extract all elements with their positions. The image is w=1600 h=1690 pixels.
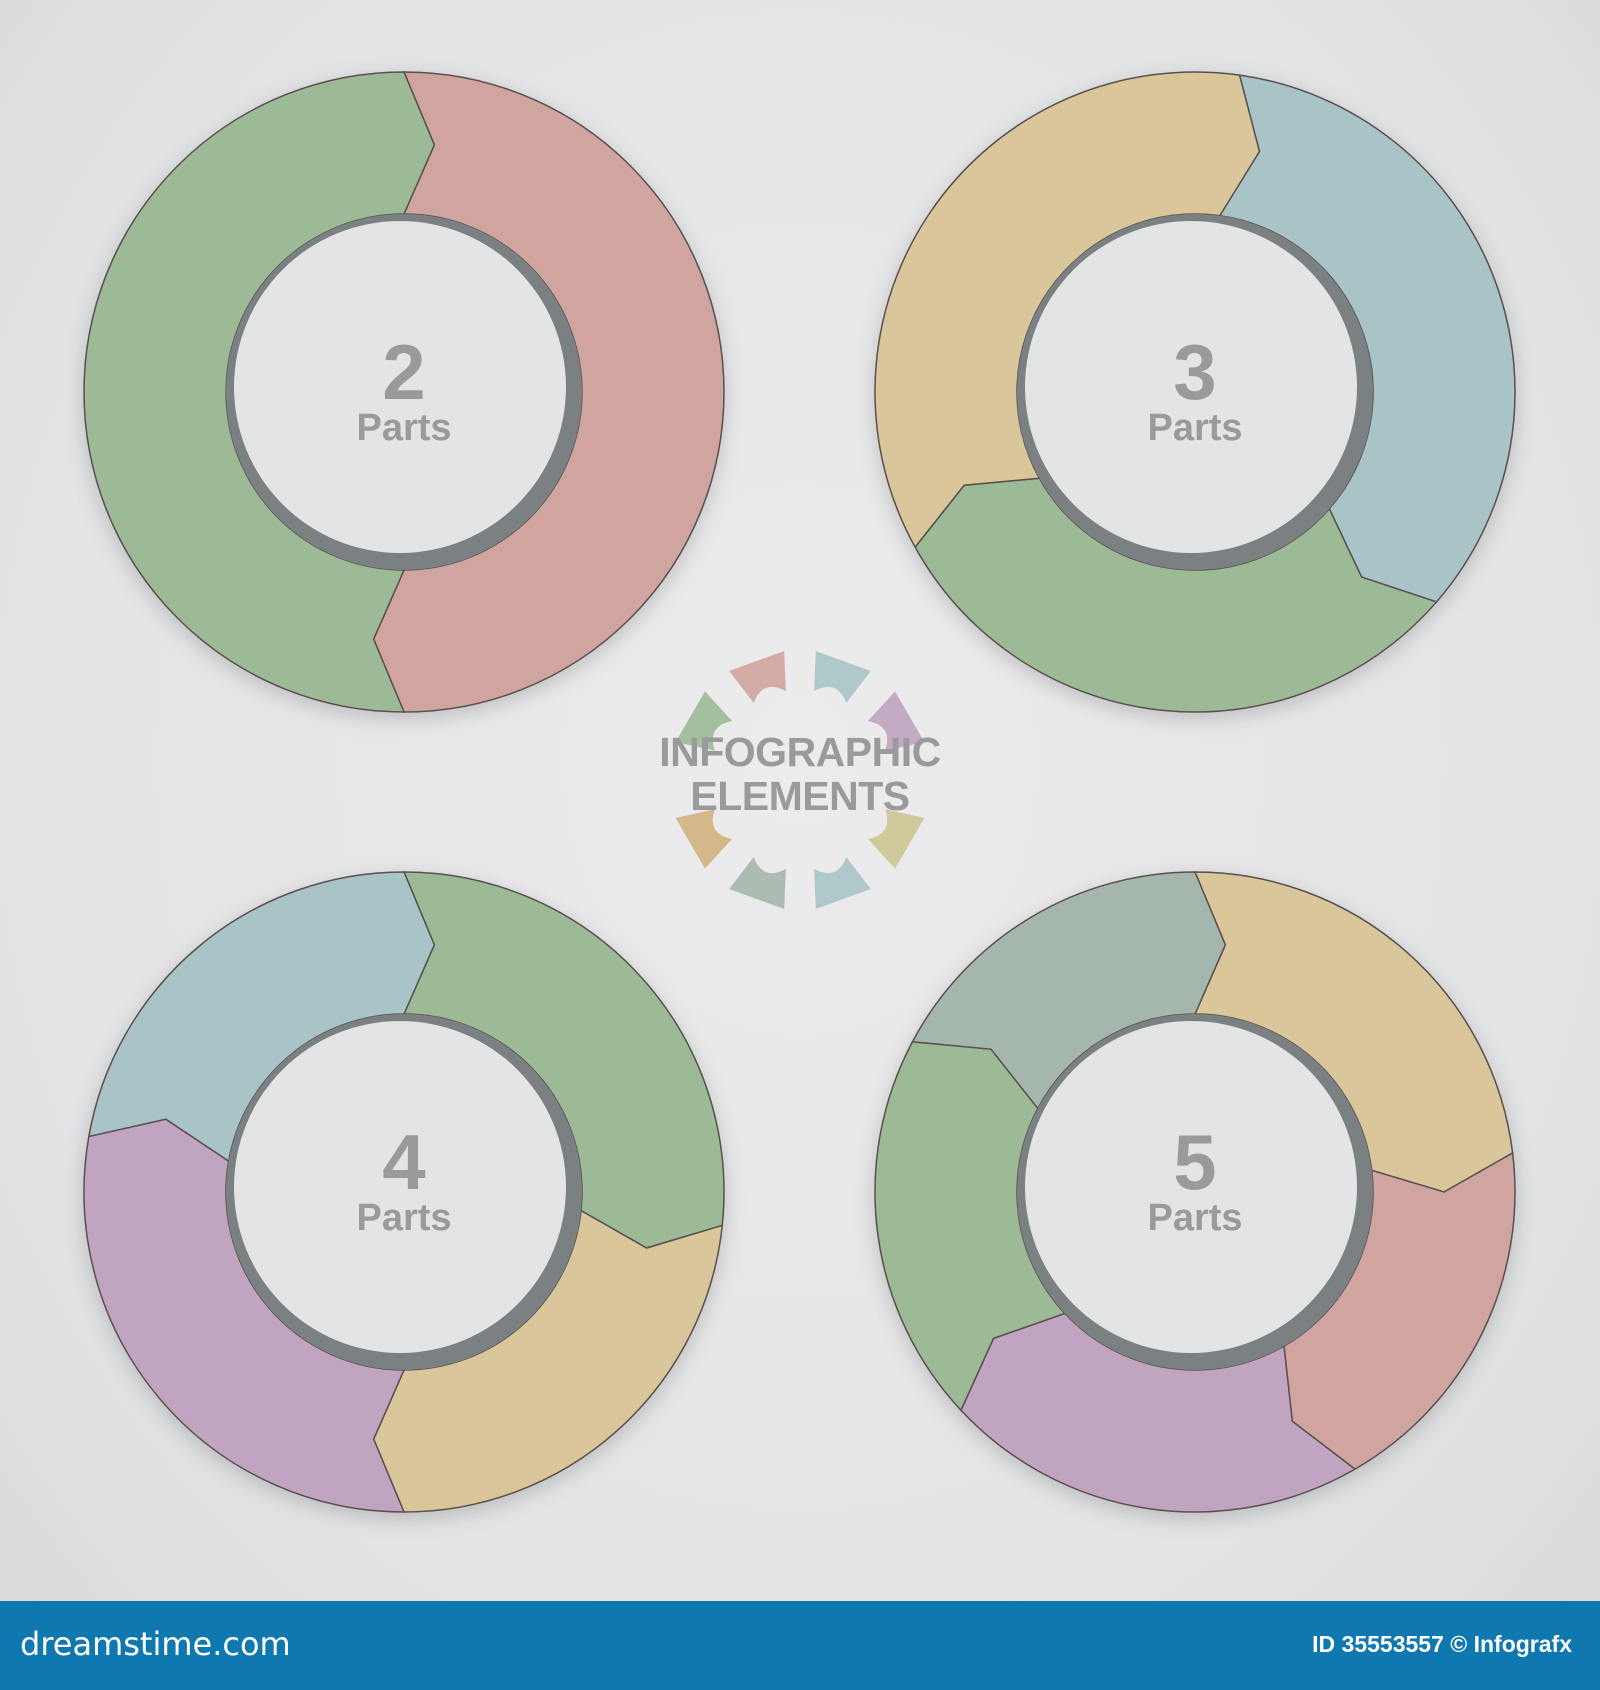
ring-center-disc <box>234 1021 566 1353</box>
ring-4-parts: Parts <box>356 1197 452 1239</box>
ring-2-parts: Parts <box>356 407 452 449</box>
logo-gear-piece <box>814 857 871 910</box>
title: INFOGRAPHIC ELEMENTS <box>600 730 1000 818</box>
ring-center-disc <box>1025 1021 1357 1353</box>
ring-5-parts: Parts <box>1147 1197 1243 1239</box>
infographic-canvas <box>83 71 1516 1513</box>
ring-4-label: 4 Parts <box>254 1118 554 1239</box>
logo-gear-piece <box>867 809 925 869</box>
ring-2-number: 2 <box>382 328 426 416</box>
ring-3-label: 3 Parts <box>1045 328 1345 449</box>
logo-gear-piece <box>729 650 786 703</box>
footer-bar: dreamstime.com ID 35553557 © Infografx <box>0 1601 1600 1690</box>
ring-5-parts <box>874 871 1516 1513</box>
image-credit: ID 35553557 © Infografx <box>1312 1631 1572 1657</box>
ring-segment <box>1218 74 1516 603</box>
logo-gear-piece <box>729 857 786 910</box>
ring-3-number: 3 <box>1173 328 1217 416</box>
logo-gear-piece <box>675 691 733 751</box>
ring-center-disc <box>1025 221 1357 553</box>
ring-3-parts <box>874 71 1516 713</box>
logo-gear-piece <box>675 809 733 869</box>
ring-center-disc <box>234 221 566 553</box>
ring-5-label: 5 Parts <box>1045 1118 1345 1239</box>
ring-2-label: 2 Parts <box>254 328 554 449</box>
ring-4-number: 4 <box>382 1118 426 1206</box>
title-line-1: INFOGRAPHIC <box>659 729 941 775</box>
ring-5-number: 5 <box>1173 1118 1217 1206</box>
title-line-2: ELEMENTS <box>690 773 910 819</box>
logo-gear-piece <box>867 691 925 751</box>
brand-logo[interactable]: dreamstime.com <box>20 1625 291 1663</box>
logo-gear-piece <box>814 650 871 703</box>
infographic-logo-gear <box>675 650 925 910</box>
ring-3-parts: Parts <box>1147 407 1243 449</box>
